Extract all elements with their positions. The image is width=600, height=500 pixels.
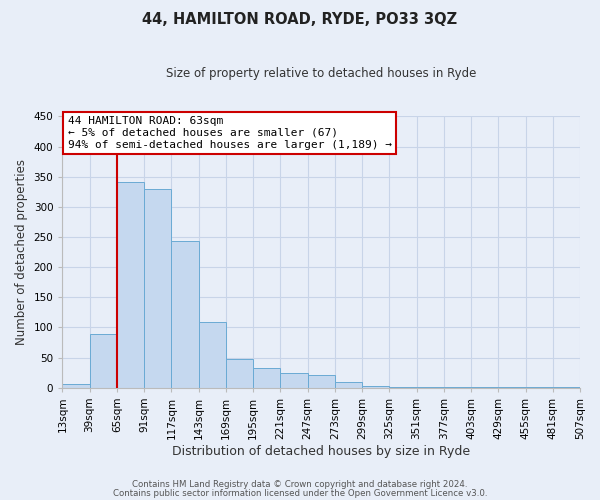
Bar [526, 387, 553, 388]
Bar [335, 382, 362, 388]
Bar [553, 387, 580, 388]
Bar [416, 387, 444, 388]
Text: Contains HM Land Registry data © Crown copyright and database right 2024.: Contains HM Land Registry data © Crown c… [132, 480, 468, 489]
Title: Size of property relative to detached houses in Ryde: Size of property relative to detached ho… [166, 68, 476, 80]
Bar [444, 387, 471, 388]
Bar [62, 384, 89, 388]
Bar [471, 387, 498, 388]
Bar [253, 368, 280, 388]
Bar [89, 334, 117, 388]
Bar [117, 182, 144, 388]
Bar [172, 241, 199, 388]
Bar [308, 375, 335, 388]
Bar [144, 189, 172, 388]
Bar [280, 372, 308, 388]
Bar [226, 359, 253, 388]
Bar [199, 322, 226, 388]
Bar [498, 387, 526, 388]
Text: 44, HAMILTON ROAD, RYDE, PO33 3QZ: 44, HAMILTON ROAD, RYDE, PO33 3QZ [142, 12, 458, 28]
X-axis label: Distribution of detached houses by size in Ryde: Distribution of detached houses by size … [172, 444, 470, 458]
Y-axis label: Number of detached properties: Number of detached properties [15, 159, 28, 345]
Text: 44 HAMILTON ROAD: 63sqm
← 5% of detached houses are smaller (67)
94% of semi-det: 44 HAMILTON ROAD: 63sqm ← 5% of detached… [68, 116, 392, 150]
Bar [389, 387, 416, 388]
Bar [362, 386, 389, 388]
Text: Contains public sector information licensed under the Open Government Licence v3: Contains public sector information licen… [113, 488, 487, 498]
